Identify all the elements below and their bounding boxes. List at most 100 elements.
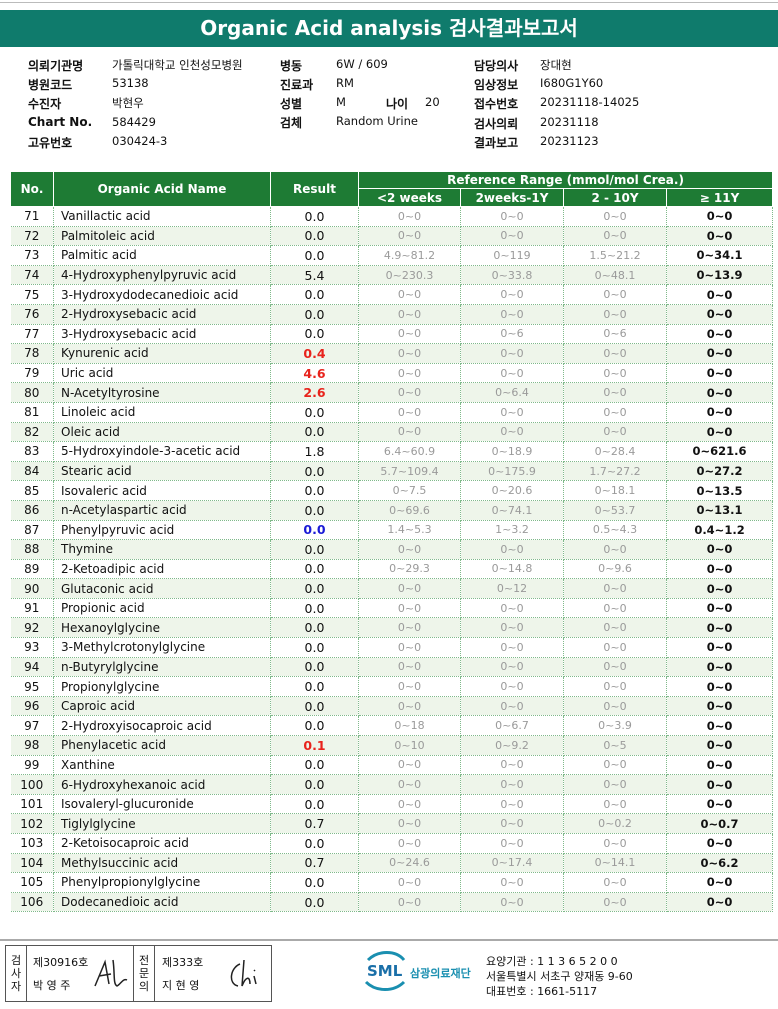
info-value: 6W / 609 bbox=[336, 57, 388, 71]
table-row: 72 Palmitoleic acid 0.0 0~0 0~0 0~0 0~0 bbox=[10, 226, 774, 247]
row-number: 96 bbox=[10, 696, 54, 717]
range: 1~3.2 bbox=[460, 520, 564, 541]
row-number: 78 bbox=[10, 343, 54, 364]
institution-code: 요양기관 : 1 1 3 6 5 2 0 0 bbox=[486, 955, 618, 968]
acid-name: n-Butyrylglycine bbox=[53, 657, 271, 678]
range-adult: 0~0 bbox=[666, 363, 774, 384]
table-row: 92 Hexanoylglycine 0.0 0~0 0~0 0~0 0~0 bbox=[10, 617, 774, 639]
result: 0.0 bbox=[270, 794, 359, 815]
range: 0~0 bbox=[460, 676, 564, 697]
row-number: 94 bbox=[10, 657, 54, 678]
column-header: ≥ 11Y bbox=[665, 188, 774, 207]
range: 0~9.2 bbox=[460, 735, 564, 756]
result: 0.0 bbox=[270, 480, 359, 501]
acid-name: Propionic acid bbox=[53, 598, 271, 619]
info-label: 병동 bbox=[280, 59, 303, 73]
table-row: 87 Phenylpyruvic acid 0.0 1.4~5.3 1~3.2 0.5~4… bbox=[10, 520, 774, 541]
range: 0~0 bbox=[563, 833, 667, 854]
range: 0~0 bbox=[460, 422, 564, 443]
range-adult: 0~0 bbox=[666, 559, 774, 580]
range: 0~0 bbox=[460, 833, 564, 854]
result: 0.0 bbox=[270, 872, 359, 893]
info-value: 53138 bbox=[112, 76, 149, 90]
range: 0~0 bbox=[358, 422, 461, 443]
row-number: 83 bbox=[10, 441, 54, 462]
acid-name: 4-Hydroxyphenylpyruvic acid bbox=[53, 265, 271, 286]
table-row: 90 Glutaconic acid 0.0 0~0 0~12 0~0 0~0 bbox=[10, 578, 774, 599]
range: 0~0 bbox=[460, 539, 564, 560]
range: 0~0 bbox=[563, 284, 667, 305]
result: 0.0 bbox=[270, 422, 359, 443]
info-label: 병원코드 bbox=[28, 78, 73, 92]
range-adult: 0~0 bbox=[666, 382, 774, 403]
range: 0~0 bbox=[460, 226, 564, 247]
info-label: 검체 bbox=[280, 116, 303, 130]
info-label: 접수번호 bbox=[474, 97, 519, 111]
table-row: 84 Stearic acid 0.0 5.7~109.4 0~175.9 1.7~27.… bbox=[10, 461, 774, 482]
range: 0~12 bbox=[460, 578, 564, 599]
range: 0~119 bbox=[460, 245, 564, 266]
range: 0~0 bbox=[563, 617, 667, 639]
row-number: 105 bbox=[10, 872, 54, 893]
table-row: 97 2-Hydroxyisocaproic acid 0.0 0~18 0~6.7 0~… bbox=[10, 715, 774, 737]
table-row: 98 Phenylacetic acid 0.1 0~10 0~9.2 0~5 0~0 bbox=[10, 735, 774, 756]
acid-name: 2-Hydroxyisocaproic acid bbox=[53, 715, 271, 737]
result: 0.0 bbox=[270, 715, 359, 737]
range: 0~0 bbox=[460, 598, 564, 619]
range: 0~0 bbox=[358, 813, 461, 834]
range: 0~0 bbox=[563, 794, 667, 815]
result: 0.0 bbox=[270, 402, 359, 423]
range: 0~0 bbox=[358, 343, 461, 364]
specialist-name: 지 현 영 bbox=[162, 979, 200, 992]
range-adult: 0~0 bbox=[666, 617, 774, 639]
range: 0~0 bbox=[563, 539, 667, 560]
acid-name: Isovaleric acid bbox=[53, 480, 271, 501]
info-value: 장대현 bbox=[540, 58, 572, 72]
result: 0.0 bbox=[270, 657, 359, 678]
range: 0~24.6 bbox=[358, 853, 461, 874]
range: 0~0 bbox=[358, 324, 461, 345]
row-number: 97 bbox=[10, 715, 54, 737]
acid-name: Stearic acid bbox=[53, 461, 271, 482]
signature bbox=[230, 959, 257, 987]
range: 0~0 bbox=[358, 637, 461, 658]
acid-name: Thymine bbox=[53, 539, 271, 560]
signature-box: 검사자 제30916호 박 영 주 전문의 제333호 지 현 영 bbox=[5, 945, 272, 1002]
row-number: 73 bbox=[10, 245, 54, 266]
range: 0~0 bbox=[460, 637, 564, 658]
acid-name: Glutaconic acid bbox=[53, 578, 271, 599]
phone: 대표번호 : 1661-5117 bbox=[486, 985, 598, 998]
column-header: Reference Range (mmol/mol Crea.) bbox=[357, 171, 774, 189]
range-adult: 0~0 bbox=[666, 676, 774, 697]
row-number: 77 bbox=[10, 324, 54, 345]
table-row: 93 3-Methylcrotonylglycine 0.0 0~0 0~0 0~0 0~0 bbox=[10, 637, 774, 658]
acid-name: n-Acetylaspartic acid bbox=[53, 500, 271, 521]
range: 0~0 bbox=[358, 402, 461, 423]
range: 0~53.7 bbox=[563, 500, 667, 521]
row-number: 72 bbox=[10, 226, 54, 247]
row-number: 91 bbox=[10, 598, 54, 619]
info-value: 20231118 bbox=[540, 115, 599, 129]
range-adult: 0~0 bbox=[666, 637, 774, 658]
range-adult: 0~0 bbox=[666, 304, 774, 325]
result: 0.0 bbox=[270, 559, 359, 580]
row-number: 79 bbox=[10, 363, 54, 384]
table-row: 96 Caproic acid 0.0 0~0 0~0 0~0 0~0 bbox=[10, 696, 774, 717]
range-adult: 0~0 bbox=[666, 578, 774, 599]
row-number: 104 bbox=[10, 853, 54, 874]
column-header: Result bbox=[270, 171, 359, 207]
column-header: 2 - 10Y bbox=[563, 188, 667, 207]
range: 0~5 bbox=[563, 735, 667, 756]
result: 0.7 bbox=[270, 813, 359, 834]
logo-mark-bg bbox=[364, 951, 406, 991]
range: 0~6.4 bbox=[460, 382, 564, 403]
range: 0~0 bbox=[563, 304, 667, 325]
acid-name: 6-Hydroxyhexanoic acid bbox=[53, 774, 271, 795]
range: 0~28.4 bbox=[563, 441, 667, 462]
result: 2.6 bbox=[270, 382, 359, 403]
info-value: I680G1Y60 bbox=[540, 76, 604, 90]
acid-name: Uric acid bbox=[53, 363, 271, 384]
range: 0~0 bbox=[460, 892, 564, 913]
range: 1.4~5.3 bbox=[358, 520, 461, 541]
